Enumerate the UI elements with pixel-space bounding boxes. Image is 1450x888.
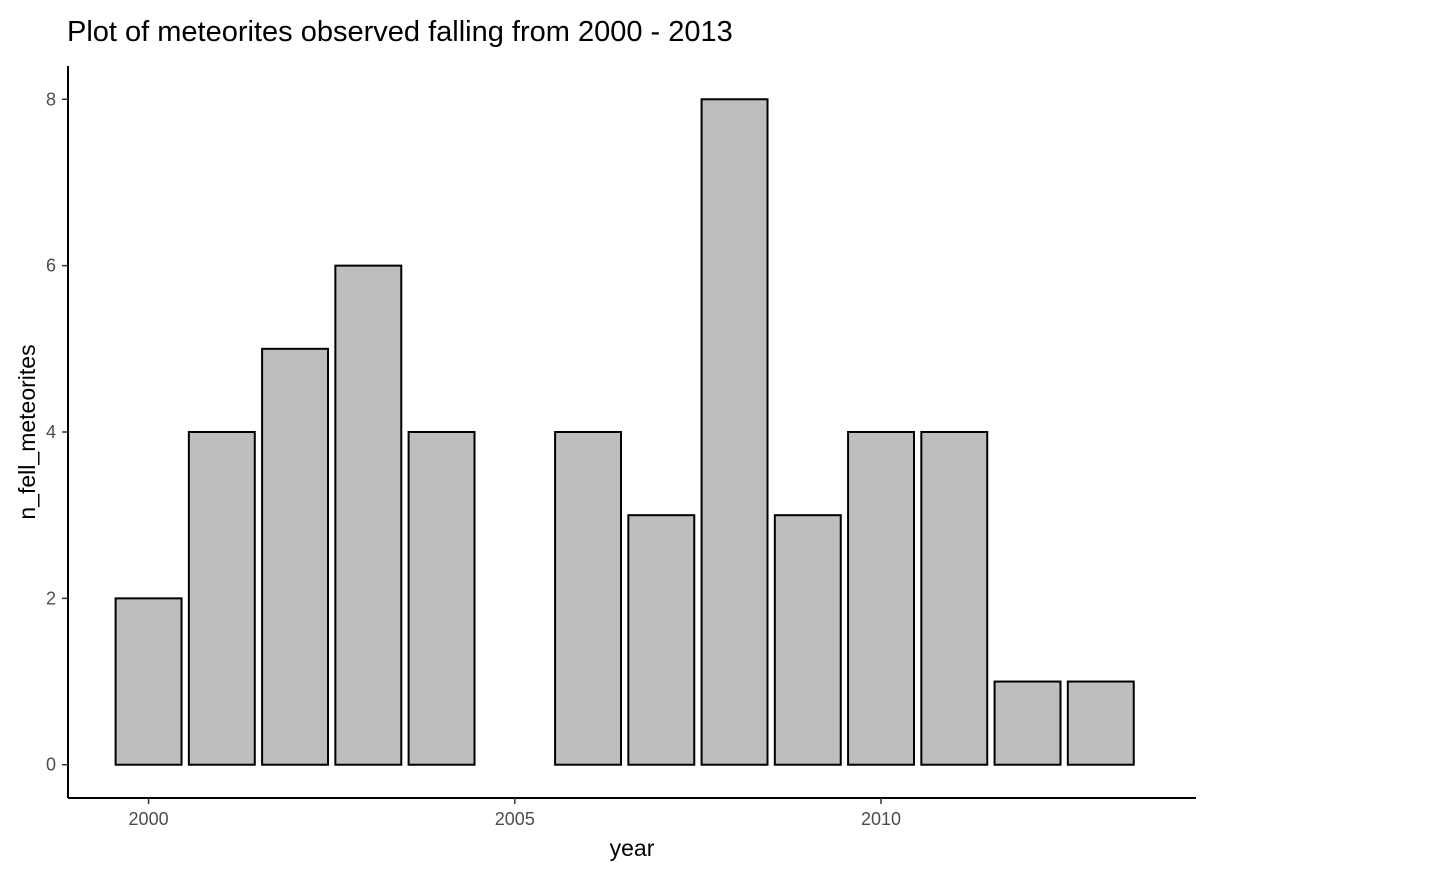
x-tick-label: 2010 [861,809,901,829]
x-axis-title: year [610,835,655,861]
y-ticks-group: 0 2 4 6 8 [46,89,68,775]
bars-group [114,98,1135,766]
y-tick-label: 8 [46,89,56,109]
bar-2009 [773,514,842,766]
y-axis-title: n_fell_meteorites [14,344,40,519]
bar-2006 [554,431,623,766]
y-tick-label: 6 [46,256,56,276]
bar-2010 [847,431,916,766]
y-tick-label: 4 [46,422,56,442]
bar-2013 [1066,680,1135,766]
x-tick-label: 2005 [495,809,535,829]
bar-2008 [700,98,769,766]
bar-2003 [334,264,403,766]
chart-title: Plot of meteorites observed falling from… [67,16,733,48]
bar-2007 [627,514,696,766]
bar-2012 [993,680,1062,766]
bar-2011 [920,431,989,766]
bar-2002 [261,347,330,766]
bar-2004 [407,431,476,766]
bar-2000 [114,597,183,766]
y-tick-label: 0 [46,755,56,775]
y-tick-label: 2 [46,588,56,608]
x-ticks-group: 2000 2005 2010 [129,798,901,829]
bar-2001 [187,431,256,766]
x-tick-label: 2000 [129,809,169,829]
